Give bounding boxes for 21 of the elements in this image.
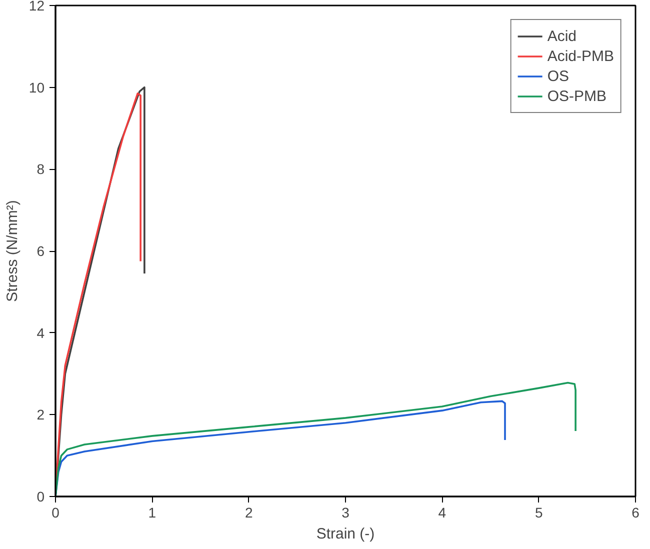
y-tick-label: 8 xyxy=(36,161,45,178)
y-axis-title: Stress (N/mm²) xyxy=(4,200,21,302)
x-axis-title: Strain (-) xyxy=(316,526,375,542)
x-tick-label: 4 xyxy=(438,504,446,520)
x-tick-label: 6 xyxy=(632,504,640,520)
x-tick-label: 5 xyxy=(534,504,543,520)
y-tick-label: 10 xyxy=(28,79,45,96)
legend-label: Acid-PMB xyxy=(547,48,614,64)
y-tick-label: 12 xyxy=(28,0,45,14)
line-series xyxy=(56,400,506,496)
x-tick-label: 0 xyxy=(52,504,60,520)
y-tick-label: 2 xyxy=(36,406,45,423)
x-tick-label: 2 xyxy=(244,504,253,520)
y-tick-label: 0 xyxy=(36,488,45,504)
y-tick-label: 4 xyxy=(36,324,45,341)
legend-label: OS-PMB xyxy=(547,88,606,104)
legend-label: OS xyxy=(547,68,569,84)
x-tick-label: 1 xyxy=(148,504,156,520)
y-tick-label: 6 xyxy=(36,243,45,259)
x-tick-label: 3 xyxy=(342,504,350,520)
legend-label: Acid xyxy=(547,28,576,44)
